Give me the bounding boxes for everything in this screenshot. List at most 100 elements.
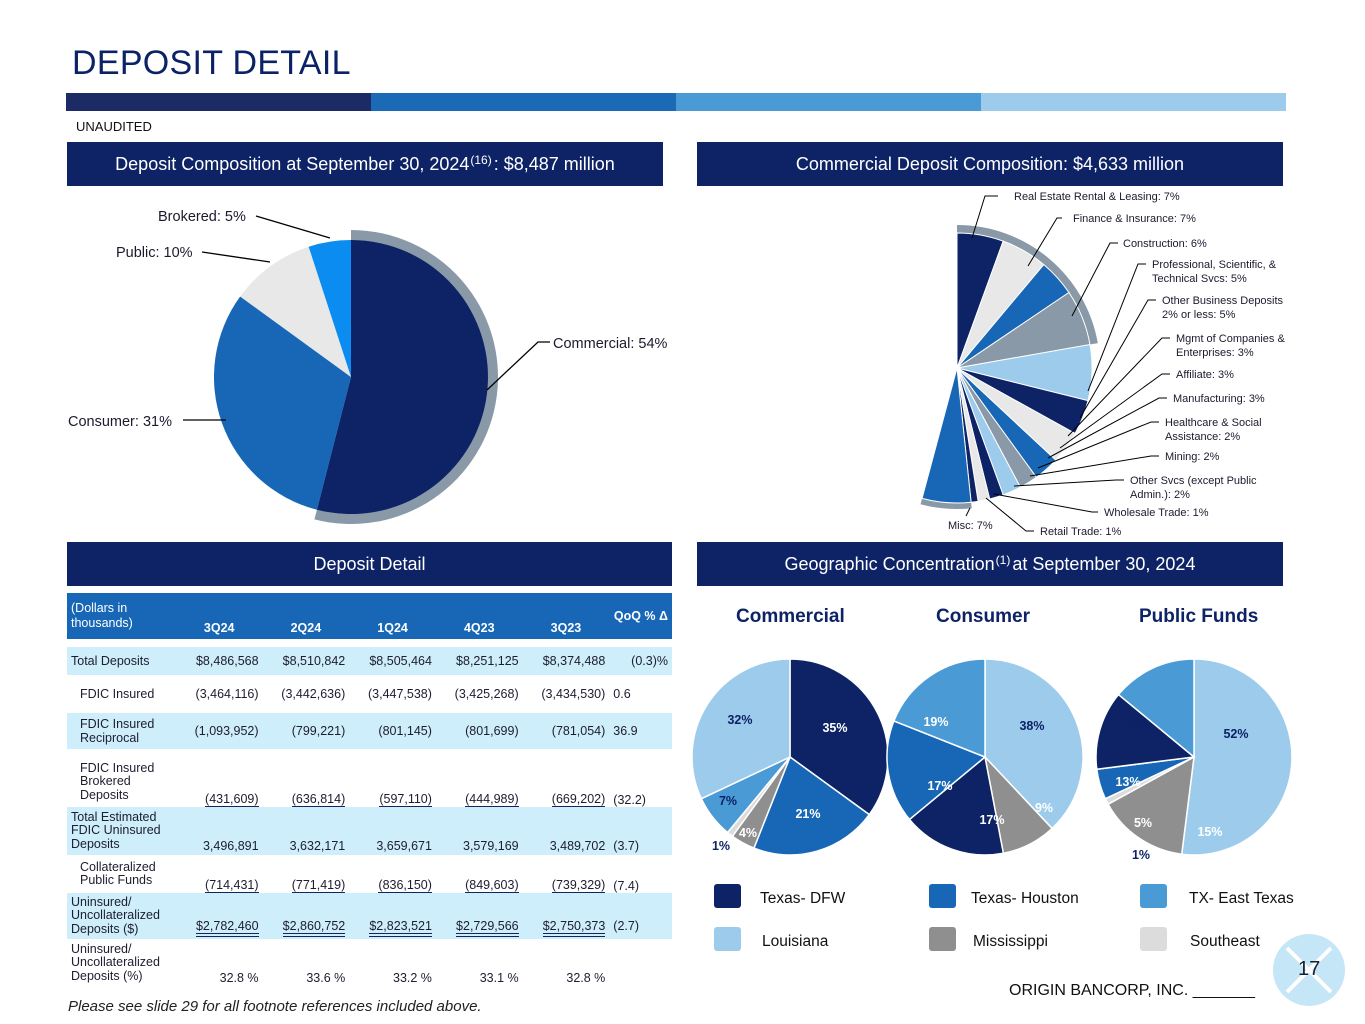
accent-bar-segment: [981, 93, 1286, 111]
leader-line: [1059, 373, 1170, 449]
table-row: Collateralized Public Funds (714,431) (7…: [67, 855, 672, 893]
pie-label: 2% or less: 5%: [1162, 309, 1236, 321]
page-title: DEPOSIT DETAIL: [72, 44, 351, 82]
pie-slice: [308, 240, 351, 377]
pie-slice: [316, 240, 488, 514]
cell: 32.8 %: [219, 971, 259, 985]
deposit-detail-banner: Deposit Detail: [67, 542, 672, 586]
pie-slice: [1117, 658, 1195, 759]
cell-value: $2,729,566: [456, 919, 519, 937]
unaudited-label: UNAUDITED: [76, 119, 152, 134]
leader-line: [1047, 397, 1167, 459]
legend-swatch: [1140, 884, 1167, 908]
leader-line: [1037, 421, 1159, 469]
row-label: Total Estimated FDIC Uninsured Deposits: [67, 807, 176, 855]
banner-text: Deposit Detail: [313, 553, 426, 574]
cell-value: (444,989): [465, 792, 519, 807]
deposit-composition-banner: Deposit Composition at September 30, 202…: [67, 142, 663, 186]
cell: $8,486,568: [175, 647, 263, 675]
cell: $2,750,373: [522, 893, 610, 939]
banner-footnote-ref: (16): [470, 153, 492, 167]
legend-swatch: [929, 927, 956, 951]
banner-text: Deposit Composition at September 30, 202…: [115, 153, 470, 174]
pie-label: 4%: [739, 826, 757, 840]
cell: (849,603): [436, 855, 523, 893]
leader-line: [486, 341, 550, 391]
leader-line: [1029, 455, 1159, 477]
deposit-detail-table: (Dollars in thousands) 3Q24 2Q24 1Q24 4Q…: [67, 593, 672, 987]
pie-label: 35%: [822, 721, 847, 735]
cell-value: $2,750,373: [542, 919, 606, 937]
cell-qoq: (32.2): [613, 793, 646, 807]
cell: 32.8 %: [566, 971, 606, 985]
cell: (771,419): [263, 855, 350, 893]
pie-slice: [240, 246, 351, 377]
leader-line: [1027, 217, 1062, 267]
cell: 3,496,891: [175, 807, 263, 855]
pie-slice: [691, 658, 791, 800]
leader-line: [1079, 299, 1156, 419]
geographic-banner: Geographic Concentration (1) at September…: [697, 542, 1283, 586]
pie-slice: [1180, 658, 1293, 856]
header-col: 1Q24: [349, 593, 436, 639]
header-label: (Dollars in thousands): [67, 593, 176, 639]
public-funds-pie-title: Public Funds: [1139, 606, 1259, 627]
pie-slice: [886, 719, 987, 821]
pie-label: 52%: [1223, 727, 1248, 741]
row-label: Uninsured/ Uncollateralized Deposits ($): [67, 893, 176, 939]
header-col: 3Q24: [175, 593, 263, 639]
table-row: Uninsured/ Uncollateralized Deposits (%)…: [67, 939, 672, 987]
pie-label: Consumer: 31%: [68, 414, 172, 430]
pie-slice: [789, 658, 889, 816]
pie-slice: [892, 658, 986, 759]
cell-value: (714,431): [205, 878, 259, 893]
banner-text-tail: at September 30, 2024: [1012, 553, 1196, 574]
pie-label: Commercial: 54%: [553, 336, 668, 352]
cell: 3,579,169: [435, 807, 523, 855]
cell: 33.1 %: [479, 971, 519, 985]
pie-slice: [1095, 693, 1196, 771]
cell: $8,374,488: [522, 647, 610, 675]
leader-line: [965, 507, 971, 517]
cell-value: $2,860,752: [282, 919, 346, 937]
leader-line: [1013, 479, 1124, 487]
cell-qoq: [609, 939, 672, 987]
table-header-row: (Dollars in thousands) 3Q24 2Q24 1Q24 4Q…: [67, 593, 672, 639]
pie-label: Brokered: 5%: [158, 209, 246, 225]
leader-line: [993, 493, 1098, 513]
leader-line: [1067, 337, 1170, 437]
cell: (3,425,268): [454, 687, 519, 701]
cell: $8,251,125: [435, 647, 523, 675]
pie-label: Enterprises: 3%: [1176, 347, 1254, 359]
cell-value: (771,419): [291, 878, 346, 893]
table-row: FDIC Insured (3,464,116) (3,442,636) (3,…: [67, 675, 672, 713]
cell: (3,442,636): [281, 687, 346, 701]
cell: 33.2 %: [393, 971, 432, 985]
cell: 3,489,702: [522, 807, 610, 855]
cell: $2,729,566: [435, 893, 523, 939]
deposit-composition-chart: Commercial: 54% Consumer: 31% Public: 10% B…: [68, 209, 668, 524]
accent-bar-segment: [676, 93, 981, 111]
pie-label: Affiliate: 3%: [1176, 369, 1234, 381]
header-col: 4Q23: [435, 593, 523, 639]
commercial-composition-chart: Real Estate Rental & Leasing: 7% Finance …: [920, 191, 1285, 538]
cell: (801,699): [435, 713, 523, 749]
cell: (799,221): [262, 713, 350, 749]
pie-label: Real Estate Rental & Leasing: 7%: [1014, 191, 1180, 203]
table-row: Uninsured/ Uncollateralized Deposits ($)…: [67, 893, 672, 939]
pie-label: Assistance: 2%: [1165, 431, 1240, 443]
row-label: Total Deposits: [67, 647, 176, 675]
pie-label: 32%: [727, 713, 752, 727]
pie-label: 14%: [1123, 717, 1148, 731]
cell: (3,434,530): [541, 687, 606, 701]
banner-text-tail: : $8,487 million: [493, 153, 615, 174]
pie-label: Healthcare & Social: [1165, 417, 1262, 429]
consumer-pie-title: Consumer: [936, 606, 1030, 627]
row-label: FDIC Insured Reciprocal: [67, 713, 176, 749]
pie-label: 38%: [1019, 719, 1044, 733]
banner-text: Commercial Deposit Composition: $4,633 m…: [795, 153, 1185, 174]
banner-text: Geographic Concentration: [784, 553, 995, 574]
leader-line: [1071, 242, 1118, 317]
pie-slice: [1107, 755, 1195, 856]
legend-label: TX- East Texas: [1189, 890, 1294, 907]
